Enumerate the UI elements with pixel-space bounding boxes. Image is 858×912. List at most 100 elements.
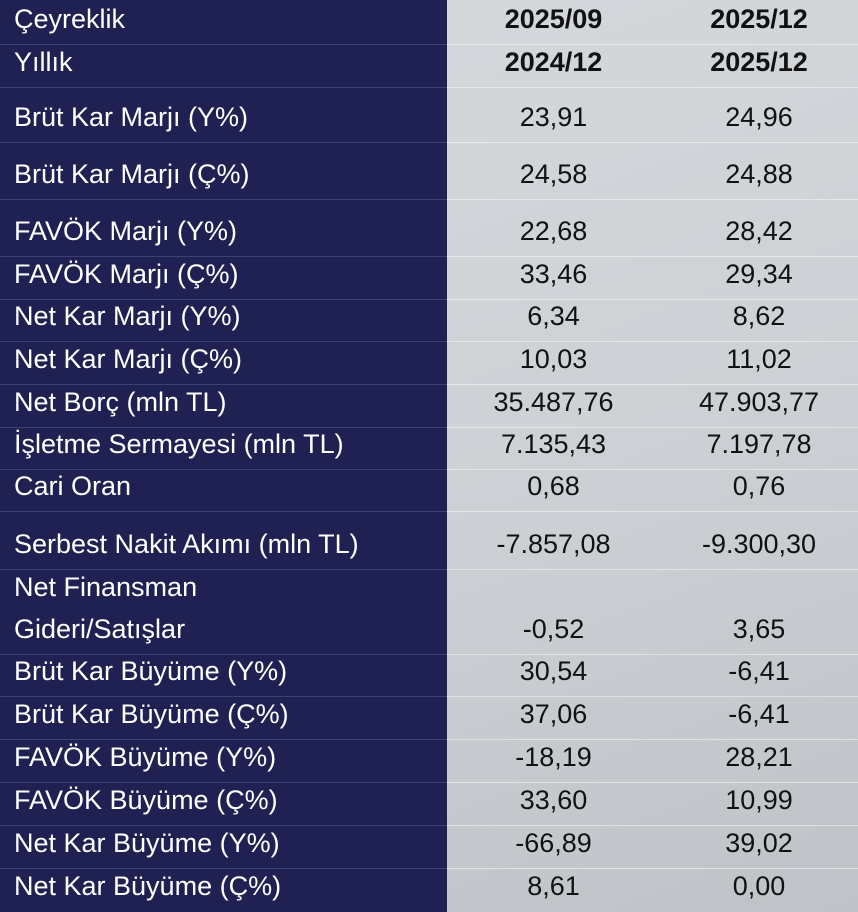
value-cell: 47.903,77 xyxy=(698,387,820,417)
row-divider xyxy=(0,469,447,470)
value-cell: 7.197,78 xyxy=(706,429,812,459)
value-cell: 22,68 xyxy=(519,216,588,246)
row-label: Net Kar Büyüme (Y%) xyxy=(14,828,280,858)
table-row: Net Kar Marjı (Ç%) 10,03 11,02 xyxy=(0,342,858,385)
value-cell: -7.857,08 xyxy=(496,529,611,559)
row-divider xyxy=(0,696,447,697)
value-cell: 33,46 xyxy=(519,259,588,289)
row-divider xyxy=(447,299,858,300)
table-row: FAVÖK Marjı (Y%) 22,68 28,42 xyxy=(0,200,858,257)
table-row: Net Borç (mln TL) 35.487,76 47.903,77 xyxy=(0,385,858,428)
label-column xyxy=(0,0,447,912)
value-cell: 2025/12 xyxy=(710,4,808,34)
row-divider xyxy=(0,569,447,570)
value-cell: 8,62 xyxy=(732,301,786,331)
row-divider xyxy=(0,341,447,342)
value-cell: 35.487,76 xyxy=(493,387,614,417)
value-cell: -66,89 xyxy=(515,828,592,858)
value-cell: 39,02 xyxy=(725,828,793,858)
value-cell: 3,65 xyxy=(732,614,786,644)
row-label: FAVÖK Büyüme (Y%) xyxy=(14,742,277,772)
row-label: İşletme Sermayesi (mln TL) xyxy=(14,429,344,459)
header-row: Çeyreklik 2025/09 2025/12 xyxy=(0,0,858,45)
row-divider xyxy=(0,868,447,869)
row-label: Brüt Kar Büyüme (Y%) xyxy=(14,656,288,686)
row-label: Brüt Kar Marjı (Ç%) xyxy=(14,159,250,189)
row-divider xyxy=(447,696,858,697)
row-divider xyxy=(447,256,858,257)
table-row: FAVÖK Büyüme (Ç%) 33,60 10,99 xyxy=(0,783,858,826)
value-cell: 28,21 xyxy=(725,742,793,772)
row-divider xyxy=(0,739,447,740)
value-cell: 0,76 xyxy=(732,471,786,501)
table-row: Net Kar Marjı (Y%) 6,34 8,62 xyxy=(0,300,858,342)
row-divider xyxy=(0,299,447,300)
value-cell: -6,41 xyxy=(728,656,790,686)
row-divider xyxy=(0,511,447,512)
row-divider xyxy=(447,199,858,200)
table-row: FAVÖK Büyüme (Y%) -18,19 28,21 xyxy=(0,740,858,783)
row-divider xyxy=(447,341,858,342)
table-row: Cari Oran 0,68 0,76 xyxy=(0,470,858,512)
value-cell: -0,52 xyxy=(522,614,585,644)
row-divider xyxy=(447,868,858,869)
row-divider xyxy=(447,142,858,143)
row-label: Net Kar Büyüme (Ç%) xyxy=(14,871,282,901)
value-cell: 6,34 xyxy=(527,301,580,331)
row-label: Yıllık xyxy=(14,47,73,77)
row-divider xyxy=(0,782,447,783)
value-cell: 2024/12 xyxy=(504,47,603,77)
value-cell: 29,34 xyxy=(725,259,793,289)
row-label: FAVÖK Marjı (Y%) xyxy=(14,216,238,246)
row-divider xyxy=(0,384,447,385)
value-cell: 2025/09 xyxy=(504,4,603,34)
value-cell: 0,68 xyxy=(527,471,580,501)
row-divider xyxy=(0,44,447,45)
row-divider xyxy=(0,825,447,826)
row-label: Net Kar Marjı (Ç%) xyxy=(14,344,243,374)
value-cell: 33,60 xyxy=(519,785,588,815)
table-row: Brüt Kar Büyüme (Y%) 30,54 -6,41 xyxy=(0,655,858,697)
row-divider xyxy=(447,739,858,740)
row-divider xyxy=(447,44,858,45)
value-cell: -18,19 xyxy=(515,742,592,772)
row-label: FAVÖK Büyüme (Ç%) xyxy=(14,785,278,815)
row-divider xyxy=(447,469,858,470)
value-cell: 7.135,43 xyxy=(500,429,607,459)
row-divider xyxy=(447,384,858,385)
row-label: Brüt Kar Büyüme (Ç%) xyxy=(14,699,289,729)
row-divider xyxy=(0,256,447,257)
row-divider xyxy=(447,427,858,428)
row-divider xyxy=(447,511,858,512)
value-cell: 24,88 xyxy=(725,159,793,189)
value-cell: 11,02 xyxy=(726,344,792,374)
table-row: Brüt Kar Marjı (Y%) 23,91 24,96 xyxy=(0,88,858,143)
value-cell: 8,61 xyxy=(527,871,580,901)
value-cell: 0,00 xyxy=(732,871,786,901)
row-divider xyxy=(447,782,858,783)
row-divider xyxy=(0,654,447,655)
value-cell: 10,99 xyxy=(725,785,793,815)
row-divider xyxy=(447,569,858,570)
table-row: FAVÖK Marjı (Ç%) 33,46 29,34 xyxy=(0,257,858,300)
table-row: Net Kar Büyüme (Y%) -66,89 39,02 xyxy=(0,826,858,869)
value-cell: 23,91 xyxy=(519,102,588,132)
table-row: Brüt Kar Büyüme (Ç%) 37,06 -6,41 xyxy=(0,697,858,740)
value-cell: 24,58 xyxy=(519,159,588,189)
row-divider xyxy=(0,142,447,143)
value-cell: -6,41 xyxy=(728,699,790,729)
row-label: Net Finansman Gideri/Satışlar xyxy=(14,572,198,644)
row-label: Net Kar Marjı (Y%) xyxy=(14,301,241,331)
row-label: Serbest Nakit Akımı (mln TL) xyxy=(14,529,359,559)
value-cell: 28,42 xyxy=(725,216,793,246)
value-cell: 37,06 xyxy=(519,699,588,729)
row-divider xyxy=(447,825,858,826)
row-divider xyxy=(447,654,858,655)
table-row: İşletme Sermayesi (mln TL) 7.135,43 7.197,… xyxy=(0,428,858,470)
row-label: Net Borç (mln TL) xyxy=(14,387,227,417)
row-label: Brüt Kar Marjı (Y%) xyxy=(14,102,249,132)
value-cell: 10,03 xyxy=(519,344,588,374)
row-label: FAVÖK Marjı (Ç%) xyxy=(14,259,239,289)
value-cell: 30,54 xyxy=(519,656,588,686)
